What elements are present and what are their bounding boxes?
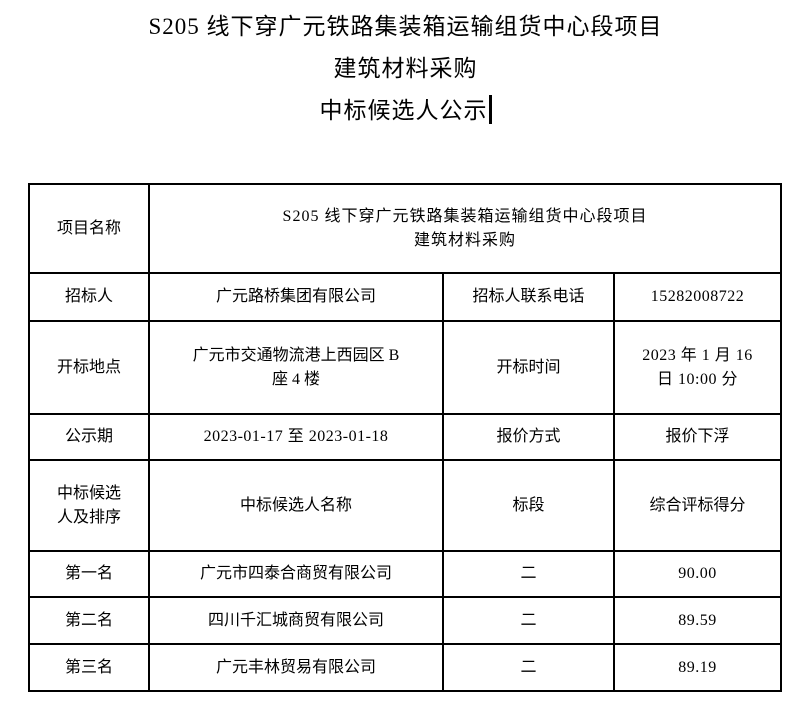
candidate-row-3: 第三名 广元丰林贸易有限公司 二 89.19 xyxy=(28,643,782,692)
bidder-row: 招标人 广元路桥集团有限公司 招标人联系电话 15282008722 xyxy=(28,272,782,322)
candidate-section: 二 xyxy=(442,643,615,692)
title-line-1: S205 线下穿广元铁路集装箱运输组货中心段项目 xyxy=(148,14,663,39)
text-cursor xyxy=(488,95,492,124)
publicity-period-value: 2023-01-17 至 2023-01-18 xyxy=(148,413,444,461)
candidate-rank: 第三名 xyxy=(28,643,150,692)
opening-time-value: 2023 年 1 月 16 日 10:00 分 xyxy=(613,320,782,415)
candidates-section-header: 标段 xyxy=(442,459,615,552)
project-name-row: 项目名称 S205 线下穿广元铁路集装箱运输组货中心段项目 建筑材料采购 xyxy=(28,183,782,274)
title-line-2: 建筑材料采购 xyxy=(333,56,478,81)
title-line-3-text: 中标候选人公示 xyxy=(319,98,488,123)
opening-time-label: 开标时间 xyxy=(442,320,615,415)
document-title: S205 线下穿广元铁路集装箱运输组货中心段项目 建筑材料采购 中标候选人公示 xyxy=(0,6,811,132)
candidate-name: 广元市四泰合商贸有限公司 xyxy=(148,550,444,598)
candidates-score-header: 综合评标得分 xyxy=(613,459,782,552)
project-name-value: S205 线下穿广元铁路集装箱运输组货中心段项目 建筑材料采购 xyxy=(148,183,782,274)
project-name-label: 项目名称 xyxy=(28,183,150,274)
bidder-label: 招标人 xyxy=(28,272,150,322)
candidate-name: 四川千汇城商贸有限公司 xyxy=(148,596,444,645)
candidate-score: 89.19 xyxy=(613,643,782,692)
opening-location-label: 开标地点 xyxy=(28,320,150,415)
publicity-period-label: 公示期 xyxy=(28,413,150,461)
candidate-name: 广元丰林贸易有限公司 xyxy=(148,643,444,692)
candidate-rank: 第一名 xyxy=(28,550,150,598)
opening-location-value: 广元市交通物流港上西园区 B 座 4 楼 xyxy=(148,320,444,415)
bid-opening-row: 开标地点 广元市交通物流港上西园区 B 座 4 楼 开标时间 2023 年 1 … xyxy=(28,320,782,415)
candidate-row-1: 第一名 广元市四泰合商贸有限公司 二 90.00 xyxy=(28,550,782,598)
bidder-phone-label: 招标人联系电话 xyxy=(442,272,615,322)
quote-method-label: 报价方式 xyxy=(442,413,615,461)
publicity-period-row: 公示期 2023-01-17 至 2023-01-18 报价方式 报价下浮 xyxy=(28,413,782,461)
candidates-rank-header: 中标候选 人及排序 xyxy=(28,459,150,552)
candidate-section: 二 xyxy=(442,596,615,645)
bid-announcement-table: 项目名称 S205 线下穿广元铁路集装箱运输组货中心段项目 建筑材料采购 招标人… xyxy=(28,183,782,692)
candidate-section: 二 xyxy=(442,550,615,598)
candidate-score: 90.00 xyxy=(613,550,782,598)
candidates-header-row: 中标候选 人及排序 中标候选人名称 标段 综合评标得分 xyxy=(28,459,782,552)
quote-method-value: 报价下浮 xyxy=(613,413,782,461)
candidates-name-header: 中标候选人名称 xyxy=(148,459,444,552)
bidder-value: 广元路桥集团有限公司 xyxy=(148,272,444,322)
candidate-score: 89.59 xyxy=(613,596,782,645)
title-line-3: 中标候选人公示 xyxy=(0,90,811,132)
candidate-rank: 第二名 xyxy=(28,596,150,645)
bidder-phone-value: 15282008722 xyxy=(613,272,782,322)
candidate-row-2: 第二名 四川千汇城商贸有限公司 二 89.59 xyxy=(28,596,782,645)
